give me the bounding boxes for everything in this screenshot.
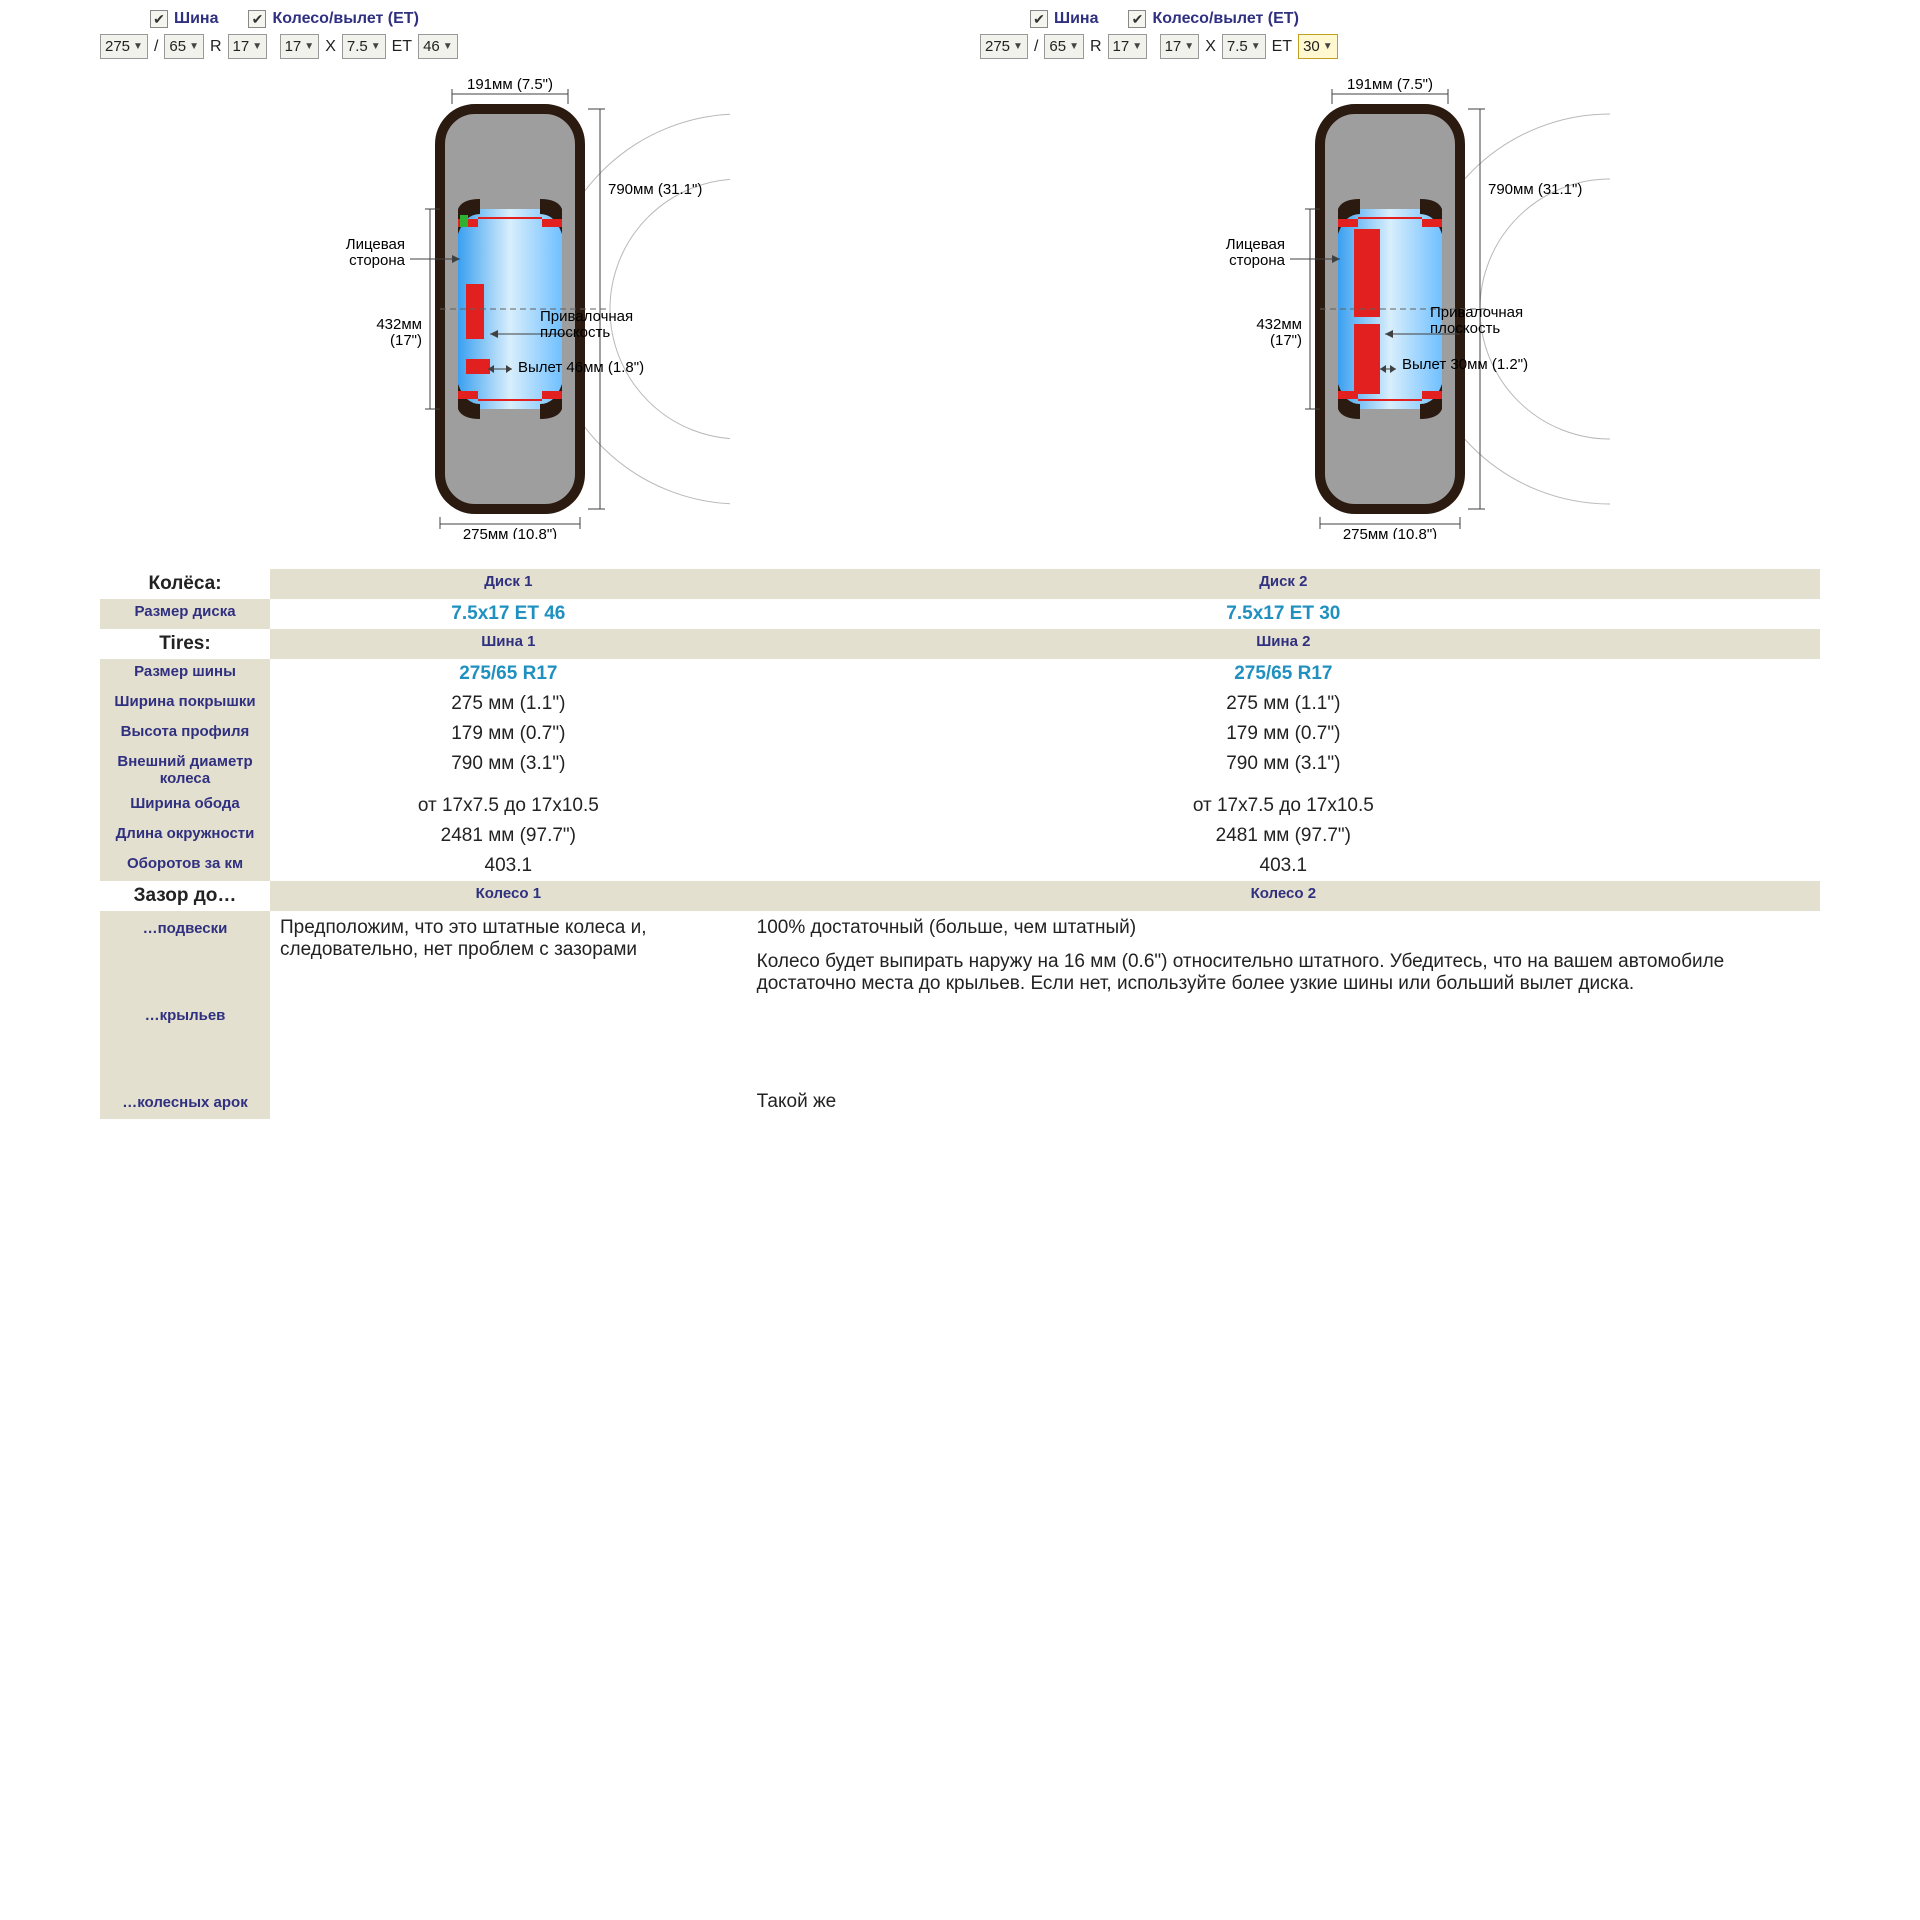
disk1-header: Диск 1 <box>270 569 747 599</box>
svg-text:сторона: сторона <box>349 252 406 269</box>
wheel-check-label: Колесо/вылет (ET) <box>1152 10 1298 28</box>
et-select[interactable]: 46▼ <box>418 34 458 59</box>
svg-text:790мм (31.1"): 790мм (31.1") <box>1488 181 1582 198</box>
disk2-header: Диск 2 <box>747 569 1820 599</box>
svg-text:(17"): (17") <box>1270 332 1302 349</box>
disk-size-1[interactable]: 7.5x17 ET 46 <box>270 599 747 629</box>
svg-text:432мм: 432мм <box>1256 316 1302 333</box>
svg-text:191мм (7.5"): 191мм (7.5") <box>467 76 553 93</box>
suspension-text-1: Предположим, что это штатные колеса и, с… <box>270 911 747 1085</box>
svg-text:275мм (10.8"): 275мм (10.8") <box>463 526 557 539</box>
diagram-right: 191мм (7.5") 790мм (31.1") 432мм (17") Л… <box>980 69 1820 539</box>
svg-text:275мм (10.8"): 275мм (10.8") <box>1343 526 1437 539</box>
disk-size-label: Размер диска <box>100 599 270 629</box>
selects-left: 275▼ / 65▼ R 17▼ 17▼ X 7.5▼ ET 46▼ <box>100 34 940 59</box>
wheel-checkbox-group[interactable]: ✔ Колесо/вылет (ET) <box>1128 10 1298 28</box>
svg-text:Привалочная: Привалочная <box>1430 304 1523 321</box>
fender-label: …крыльев <box>100 945 270 1085</box>
diagram-left: 191мм (7.5") 790мм (31.1") 432мм (17") Л… <box>100 69 940 539</box>
profile-select[interactable]: 65▼ <box>164 34 204 59</box>
rim-w-select[interactable]: 7.5▼ <box>342 34 386 59</box>
tire-width-1: 275 мм (1.1") <box>270 689 747 719</box>
width-select[interactable]: 275▼ <box>100 34 148 59</box>
tire-size-1[interactable]: 275/65 R17 <box>270 659 747 689</box>
profile-height-1: 179 мм (0.7") <box>270 719 747 749</box>
arch-text-2: Такой же <box>747 1085 1820 1119</box>
tire-check-label: Шина <box>174 10 218 28</box>
wheel2-header: Колесо 2 <box>747 881 1820 911</box>
svg-text:Лицевая: Лицевая <box>346 236 405 253</box>
svg-text:плоскость: плоскость <box>1430 320 1500 337</box>
rim-width-label: Ширина обода <box>100 791 270 821</box>
tire-width-label: Ширина покрышки <box>100 689 270 719</box>
tire-check-label: Шина <box>1054 10 1098 28</box>
tire-width-2: 275 мм (1.1") <box>747 689 1820 719</box>
rpm-1: 403.1 <box>270 851 747 881</box>
config-left: ✔ Шина ✔ Колесо/вылет (ET) 275▼ / 65▼ R … <box>100 10 940 59</box>
diagrams-row: 191мм (7.5") 790мм (31.1") 432мм (17") Л… <box>100 69 1820 539</box>
outer-diameter-1: 790 мм (3.1") <box>270 749 747 791</box>
svg-text:Вылет 30мм (1.2"): Вылет 30мм (1.2") <box>1402 356 1528 373</box>
rpm-label: Оборотов за км <box>100 851 270 881</box>
wheel-checkbox[interactable]: ✔ <box>248 10 266 28</box>
tire-checkbox[interactable]: ✔ <box>150 10 168 28</box>
gap-header: Зазор до… <box>100 881 270 911</box>
rim-width-1: от 17x7.5 до 17x10.5 <box>270 791 747 821</box>
wheels-header: Колёса: <box>100 569 270 599</box>
arch-label: …колесных арок <box>100 1085 270 1119</box>
svg-text:Лицевая: Лицевая <box>1226 236 1285 253</box>
svg-text:Вылет 46мм (1.8"): Вылет 46мм (1.8") <box>518 359 644 376</box>
tire1-header: Шина 1 <box>270 629 747 659</box>
profile-height-2: 179 мм (0.7") <box>747 719 1820 749</box>
suspension-text-2: 100% достаточный (больше, чем штатный) <box>747 911 1820 945</box>
wheel-check-label: Колесо/вылет (ET) <box>272 10 418 28</box>
circumference-1: 2481 мм (97.7") <box>270 821 747 851</box>
fender-text-2: Колесо будет выпирать наружу на 16 мм (0… <box>747 945 1820 1085</box>
circumference-2: 2481 мм (97.7") <box>747 821 1820 851</box>
tire-checkbox-group[interactable]: ✔ Шина <box>150 10 218 28</box>
profile-select[interactable]: 65▼ <box>1044 34 1084 59</box>
svg-text:191мм (7.5"): 191мм (7.5") <box>1347 76 1433 93</box>
tire2-header: Шина 2 <box>747 629 1820 659</box>
width-select[interactable]: 275▼ <box>980 34 1028 59</box>
svg-text:(17"): (17") <box>390 332 422 349</box>
tires-header: Tires: <box>100 629 270 659</box>
svg-text:сторона: сторона <box>1229 252 1286 269</box>
arch-text-1 <box>270 1085 747 1119</box>
rim-width-2: от 17x7.5 до 17x10.5 <box>747 791 1820 821</box>
config-row: ✔ Шина ✔ Колесо/вылет (ET) 275▼ / 65▼ R … <box>100 10 1820 59</box>
circumference-label: Длина окружности <box>100 821 270 851</box>
rim-w-select[interactable]: 7.5▼ <box>1222 34 1266 59</box>
rpm-2: 403.1 <box>747 851 1820 881</box>
diameter-select[interactable]: 17▼ <box>1108 34 1148 59</box>
suspension-label: …подвески <box>100 911 270 945</box>
comparison-table: Колёса: Диск 1 Диск 2 Размер диска 7.5x1… <box>100 569 1820 1119</box>
wheel1-header: Колесо 1 <box>270 881 747 911</box>
config-right: ✔ Шина ✔ Колесо/вылет (ET) 275▼ / 65▼ R … <box>980 10 1820 59</box>
tire-size-label: Размер шины <box>100 659 270 689</box>
disk-size-2[interactable]: 7.5x17 ET 30 <box>747 599 1820 629</box>
tire-checkbox-group[interactable]: ✔ Шина <box>1030 10 1098 28</box>
wheel-checkbox[interactable]: ✔ <box>1128 10 1146 28</box>
outer-diameter-2: 790 мм (3.1") <box>747 749 1820 791</box>
svg-text:432мм: 432мм <box>376 316 422 333</box>
profile-height-label: Высота профиля <box>100 719 270 749</box>
outer-diameter-label: Внешний диаметрколеса <box>100 749 270 791</box>
et-select[interactable]: 30▼ <box>1298 34 1338 59</box>
rim-d-select[interactable]: 17▼ <box>1160 34 1200 59</box>
tire-checkbox[interactable]: ✔ <box>1030 10 1048 28</box>
svg-text:Привалочная: Привалочная <box>540 308 633 325</box>
rim-d-select[interactable]: 17▼ <box>280 34 320 59</box>
tire-size-2[interactable]: 275/65 R17 <box>747 659 1820 689</box>
svg-text:плоскость: плоскость <box>540 324 610 341</box>
selects-right: 275▼ / 65▼ R 17▼ 17▼ X 7.5▼ ET 30▼ <box>980 34 1820 59</box>
wheel-checkbox-group[interactable]: ✔ Колесо/вылет (ET) <box>248 10 418 28</box>
diameter-select[interactable]: 17▼ <box>228 34 268 59</box>
svg-text:790мм (31.1"): 790мм (31.1") <box>608 181 702 198</box>
